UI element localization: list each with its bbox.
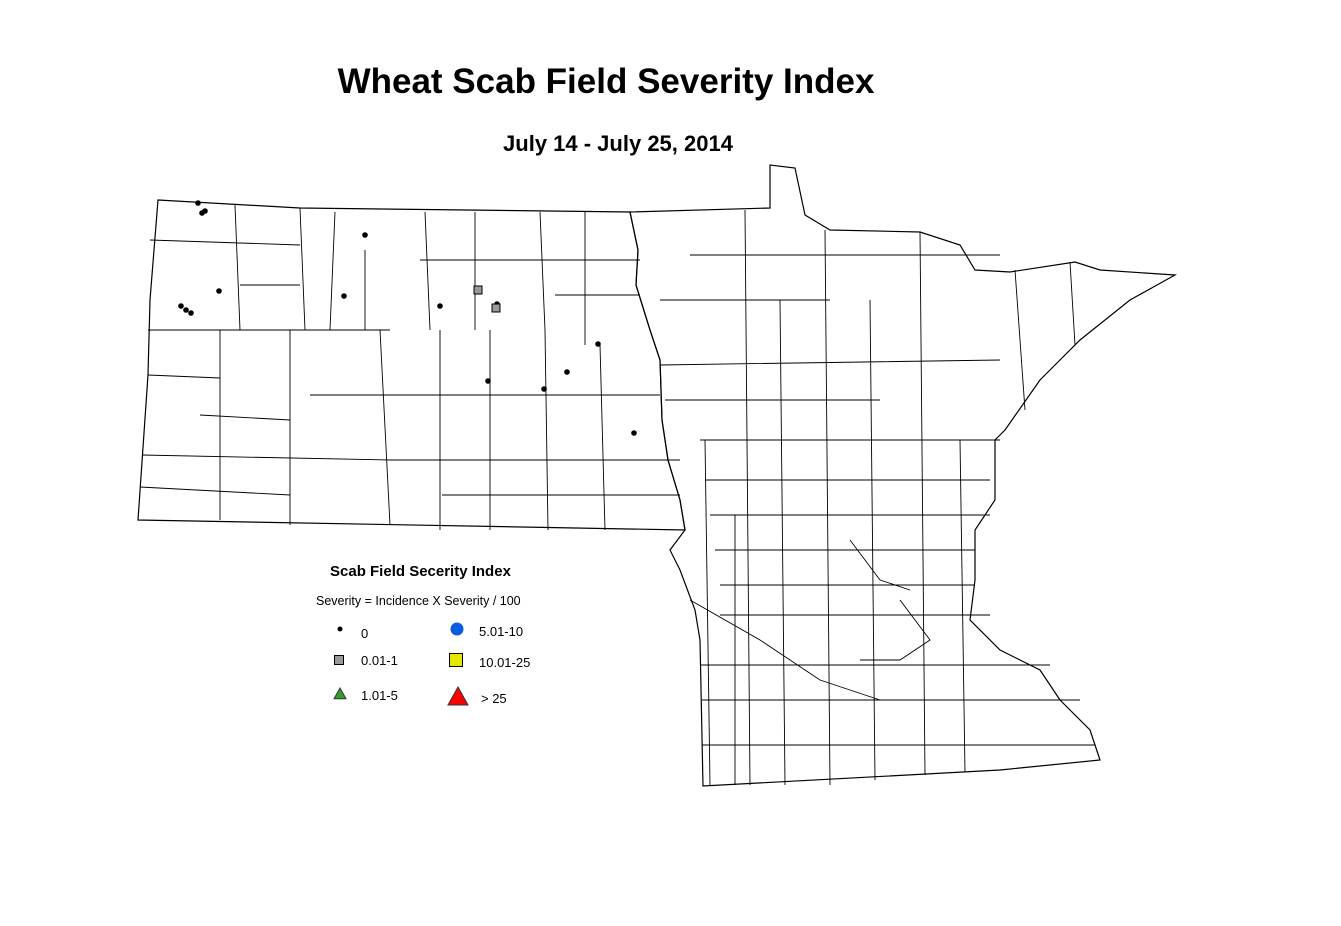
legend-symbol-3 <box>450 622 464 636</box>
legend-symbols <box>333 622 469 706</box>
marker-severity-0 <box>595 341 601 347</box>
marker-severity-0 <box>541 386 547 392</box>
marker-severity-0.01-1 <box>473 285 483 295</box>
legend-label-0: 0 <box>361 626 369 641</box>
legend-label-3: 5.01-10 <box>479 624 524 639</box>
legend-symbol-0 <box>337 626 343 632</box>
marker-severity-0 <box>188 310 194 316</box>
marker-severity-0 <box>564 369 570 375</box>
marker-severity-0 <box>183 307 189 313</box>
map-title: Wheat Scab Field Severity Index <box>337 62 875 101</box>
legend-label-2: 1.01-5 <box>361 688 398 703</box>
observation-markers <box>178 200 637 436</box>
marker-severity-0 <box>341 293 347 299</box>
legend-title: Scab Field Secerity Index <box>330 563 511 580</box>
legend-label-1: 0.01-1 <box>361 653 398 668</box>
marker-severity-0 <box>195 200 201 206</box>
marker-severity-0 <box>631 430 637 436</box>
legend-label-4: 10.01-25 <box>479 655 531 670</box>
county-boundaries <box>139 204 1095 786</box>
legend-symbol-1 <box>334 655 344 665</box>
marker-severity-0 <box>362 232 368 238</box>
marker-severity-0 <box>202 208 208 214</box>
marker-severity-0 <box>437 303 443 309</box>
legend-symbol-2 <box>333 686 347 700</box>
legend-label-5: > 25 <box>481 691 507 706</box>
map-subtitle: July 14 - July 25, 2014 <box>503 131 733 156</box>
legend-subtitle: Severity = Incidence X Severity / 100 <box>316 594 521 608</box>
legend-symbol-5 <box>447 685 469 706</box>
legend-symbol-4 <box>449 653 463 667</box>
minnesota-outline <box>629 164 1178 787</box>
marker-severity-0 <box>216 288 222 294</box>
marker-severity-0.01-1 <box>491 303 501 313</box>
marker-severity-0 <box>178 303 184 309</box>
marker-severity-0 <box>485 378 491 384</box>
